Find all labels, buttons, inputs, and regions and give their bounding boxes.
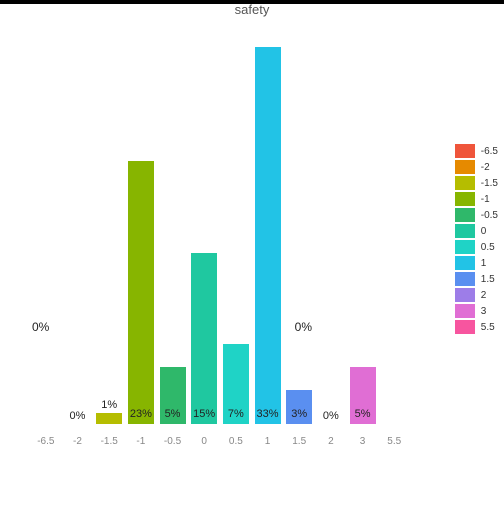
bar-slot: 1% (93, 24, 125, 424)
legend-swatch (455, 288, 475, 302)
legend-item: 0.5 (455, 240, 498, 254)
x-tick-label: -1.5 (93, 430, 125, 454)
legend-label: 0 (481, 226, 487, 237)
plot-area: 0% 0% 0% 0% 1% 23% 5% 15% 7% 33% 3% 0% 5% 0% -6.5-2… (30, 24, 410, 454)
x-tick-label: 1.5 (283, 430, 315, 454)
bar-value-label: 23% (130, 408, 152, 420)
legend-swatch (455, 304, 475, 318)
legend-label: 0.5 (481, 242, 495, 253)
legend-swatch (455, 240, 475, 254)
bars-group: 0% 0% 1% 23% 5% 15% 7% 33% 3% 0% 5% 0% (30, 24, 410, 424)
legend-item: -2 (455, 160, 498, 174)
bar-slot: 23% (125, 24, 157, 424)
legend-swatch (455, 320, 475, 334)
legend-swatch (455, 160, 475, 174)
x-tick-label: 2 (315, 430, 347, 454)
bar-value-label: 1% (101, 399, 117, 411)
legend-label: 2 (481, 290, 487, 301)
legend-item: -0.5 (455, 208, 498, 222)
bar-slot: 5% (157, 24, 189, 424)
bar-slot: 15% (188, 24, 220, 424)
legend-label: -1.5 (481, 178, 498, 189)
legend-item: 3 (455, 304, 498, 318)
legend-label: 1 (481, 258, 487, 269)
bar: 5% (350, 367, 376, 424)
x-tick-label: -2 (62, 430, 94, 454)
legend-item: -6.5 (455, 144, 498, 158)
legend-swatch (455, 192, 475, 206)
bar-value-label: 33% (257, 408, 279, 420)
legend-item: 2 (455, 288, 498, 302)
bar: 7% (223, 344, 249, 424)
bar: 23% (128, 161, 154, 424)
legend-label: 1.5 (481, 274, 495, 285)
bar-slot: 7% (220, 24, 252, 424)
bar-value-label: 3% (291, 408, 307, 420)
legend-item: 1 (455, 256, 498, 270)
legend: -6.5 -2 -1.5 -1 -0.5 0 0.5 1 1.5 2 3 5.5 (455, 144, 498, 336)
bar-slot: 0% (30, 24, 62, 424)
x-tick-label: 0.5 (220, 430, 252, 454)
legend-swatch (455, 256, 475, 270)
bar-slot: 0% (378, 24, 410, 424)
bar-slot: 5% (347, 24, 379, 424)
legend-swatch (455, 272, 475, 286)
legend-label: -0.5 (481, 210, 498, 221)
legend-item: 1.5 (455, 272, 498, 286)
legend-swatch (455, 176, 475, 190)
bar: 1% (96, 413, 122, 424)
x-tick-label: -1 (125, 430, 157, 454)
legend-swatch (455, 224, 475, 238)
bar-value-label: 0% (70, 410, 86, 422)
chart-container: safety 0% 0% 0% 0% 1% 23% 5% 15% 7% 33% 3% 0% 5% 0%… (0, 4, 504, 508)
bar-slot: 33% (252, 24, 284, 424)
x-tick-label: 0 (188, 430, 220, 454)
legend-label: -2 (481, 162, 490, 173)
x-tick-label: 1 (252, 430, 284, 454)
bar: 33% (255, 47, 281, 424)
bar-value-label: 5% (165, 408, 181, 420)
bar-value-label: 15% (193, 408, 215, 420)
bar-slot: 0% (315, 24, 347, 424)
legend-item: -1 (455, 192, 498, 206)
bar-slot: 0% (62, 24, 94, 424)
legend-item: -1.5 (455, 176, 498, 190)
x-tick-label: 3 (347, 430, 379, 454)
x-tick-label: -6.5 (30, 430, 62, 454)
legend-swatch (455, 144, 475, 158)
bar: 15% (191, 253, 217, 424)
x-tick-label: 5.5 (378, 430, 410, 454)
chart-title: safety (235, 2, 270, 17)
x-axis: -6.5-2-1.5-1-0.500.511.5235.5 (30, 430, 410, 454)
bar-slot: 3% (283, 24, 315, 424)
legend-item: 5.5 (455, 320, 498, 334)
bar: 5% (160, 367, 186, 424)
legend-label: 5.5 (481, 322, 495, 333)
bar-value-label: 0% (323, 410, 339, 422)
bar-value-label: 5% (355, 408, 371, 420)
bar-value-label: 7% (228, 408, 244, 420)
legend-label: 3 (481, 306, 487, 317)
bar: 3% (286, 390, 312, 424)
legend-swatch (455, 208, 475, 222)
legend-label: -6.5 (481, 146, 498, 157)
legend-label: -1 (481, 194, 490, 205)
x-tick-label: -0.5 (157, 430, 189, 454)
legend-item: 0 (455, 224, 498, 238)
